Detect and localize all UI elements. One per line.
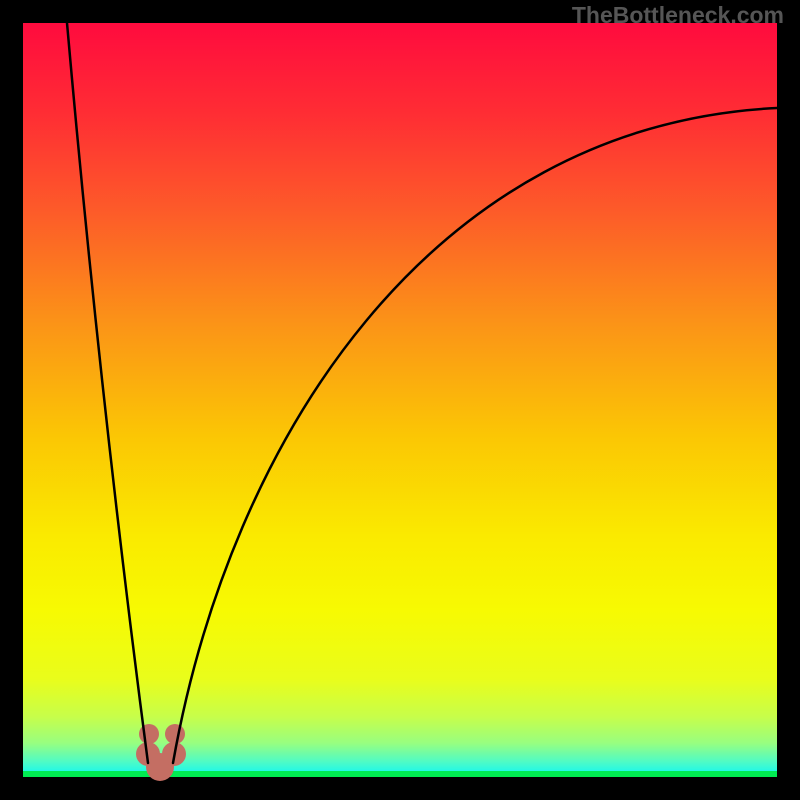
- bottleneck-chart: [0, 0, 800, 800]
- chart-frame: TheBottleneck.com: [0, 0, 800, 800]
- watermark-text: TheBottleneck.com: [572, 2, 784, 29]
